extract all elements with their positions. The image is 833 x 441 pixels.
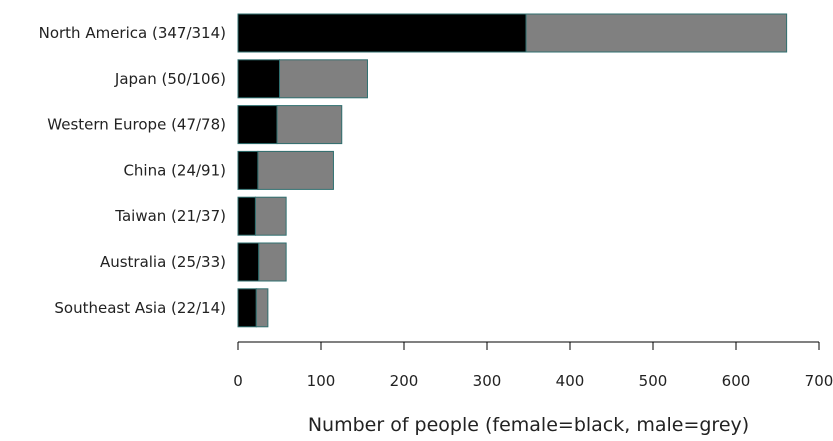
bar-male-3 [257, 150, 334, 190]
category-label: North America (347/314) [39, 24, 226, 42]
bar-female-3 [237, 150, 259, 190]
bar-male-1 [279, 59, 368, 99]
bar-male-2 [276, 105, 343, 145]
bar-male-4 [254, 196, 287, 236]
x-tick-label: 400 [556, 372, 585, 390]
bar-female-4 [237, 196, 256, 236]
x-tick-label: 500 [639, 372, 668, 390]
bar-female-1 [237, 59, 280, 99]
bar-female-5 [237, 242, 260, 282]
bar-male-0 [525, 13, 788, 53]
x-tick-label: 700 [805, 372, 833, 390]
bar-female-0 [237, 13, 527, 53]
category-label: Taiwan (21/37) [114, 207, 226, 225]
x-tick-label: 0 [233, 372, 243, 390]
x-tick-label: 300 [473, 372, 502, 390]
x-tick-label: 200 [390, 372, 419, 390]
x-axis-title: Number of people (female=black, male=gre… [308, 414, 749, 436]
category-label: China (24/91) [123, 161, 226, 179]
bar-male-5 [258, 242, 287, 282]
category-label: Southeast Asia (22/14) [54, 299, 226, 317]
bars-layer [237, 13, 788, 328]
category-labels: North America (347/314) Japan (50/106) Wes… [39, 24, 226, 317]
x-axis: 0 100 200 300 400 500 600 700 [233, 341, 833, 390]
category-label: Japan (50/106) [114, 70, 226, 88]
category-label: Australia (25/33) [100, 253, 226, 271]
bar-female-2 [237, 105, 278, 145]
bar-male-6 [255, 288, 269, 328]
x-tick-label: 600 [722, 372, 751, 390]
bar-female-6 [237, 288, 257, 328]
x-tick-label: 100 [307, 372, 336, 390]
category-label: Western Europe (47/78) [47, 116, 226, 134]
